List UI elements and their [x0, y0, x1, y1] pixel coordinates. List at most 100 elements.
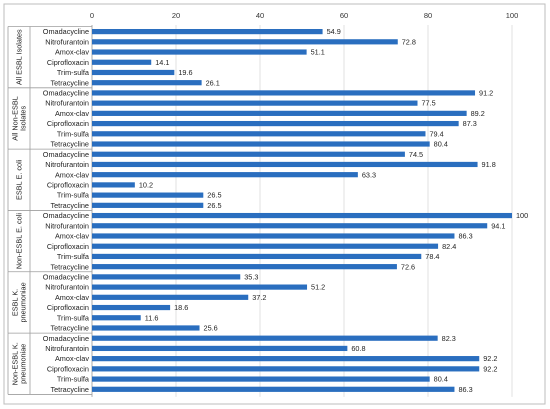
x-tick-label-100: 100 [506, 11, 519, 20]
category-label: Nitrofurantoin [45, 283, 89, 292]
data-label: 25.6 [204, 324, 218, 333]
bar-amox-clav [92, 110, 467, 116]
x-tick-label-60: 60 [340, 11, 348, 20]
category-label: Amox-clav [55, 170, 89, 179]
bar-amox-clav [92, 49, 307, 55]
data-label: 82.3 [442, 334, 456, 343]
category-label: Ciprofloxacin [47, 58, 89, 67]
category-label: Ciprofloxacin [47, 119, 89, 128]
category-label: Omadacycline [43, 27, 89, 36]
category-label: Tetracycline [50, 140, 89, 149]
bar-omadacycline [92, 151, 405, 157]
bar-trim-sulfa [92, 376, 430, 382]
category-label: Tetracycline [50, 201, 89, 210]
bar-tetracycline [92, 325, 200, 331]
x-tick-label-0: 0 [90, 11, 94, 20]
bar-ciprofloxacin [92, 182, 135, 188]
bar-nitrofurantoin [92, 345, 348, 352]
bar-nitrofurantoin [92, 284, 308, 290]
x-tick-label-80: 80 [424, 11, 432, 20]
group-label: ESBL K. [11, 289, 20, 316]
category-label: Amox-clav [55, 354, 89, 363]
data-label: 26.1 [206, 78, 220, 87]
data-label: 63.3 [362, 170, 376, 179]
data-label: 10.2 [139, 181, 153, 190]
bar-nitrofurantoin [92, 161, 478, 168]
data-label: 82.4 [442, 242, 456, 251]
data-label: 37.2 [252, 293, 266, 302]
x-tick-label-20: 20 [172, 11, 180, 20]
data-label: 72.8 [402, 37, 416, 46]
category-label: Amox-clav [55, 293, 89, 302]
group-label: Isolates [19, 106, 28, 131]
group-label: pneumoniae [19, 344, 28, 384]
bar-ciprofloxacin [92, 243, 439, 249]
bar-tetracycline [92, 141, 430, 147]
data-label: 92.2 [483, 354, 497, 363]
data-label: 87.3 [463, 119, 477, 128]
group-label: pneumoniae [19, 282, 28, 322]
bar-ciprofloxacin [92, 120, 459, 127]
category-label: Amox-clav [55, 232, 89, 241]
bar-trim-sulfa [92, 192, 204, 198]
bar-omadacycline [92, 29, 323, 35]
bar-tetracycline [92, 80, 202, 86]
data-label: 80.4 [434, 375, 448, 384]
bar-amox-clav [92, 294, 249, 300]
bar-amox-clav [92, 356, 480, 362]
category-label: Nitrofurantoin [45, 99, 89, 108]
bar-omadacycline [92, 90, 476, 96]
data-label: 94.1 [491, 221, 505, 230]
data-label: 100 [516, 211, 528, 220]
bar-nitrofurantoin [92, 223, 488, 229]
category-label: Trim-sulfa [57, 68, 90, 77]
category-label: Ciprofloxacin [47, 181, 89, 190]
data-label: 77.5 [422, 99, 436, 108]
data-label: 89.2 [471, 109, 485, 118]
category-label: Ciprofloxacin [47, 364, 89, 373]
data-label: 86.3 [458, 385, 472, 394]
data-label: 26.5 [207, 191, 221, 200]
x-tick-label-40: 40 [256, 11, 264, 20]
data-label: 54.9 [327, 27, 341, 36]
data-label: 92.2 [483, 364, 497, 373]
bar-omadacycline [92, 335, 438, 341]
data-label: 80.4 [434, 140, 448, 149]
bar-amox-clav [92, 233, 455, 239]
category-label: Trim-sulfa [57, 191, 90, 200]
group-label: All ESBL Isolates [15, 29, 24, 85]
category-label: Amox-clav [55, 109, 89, 118]
data-label: 91.8 [482, 160, 496, 169]
data-label: 74.5 [409, 150, 423, 159]
group-label: Non-ESBL K. [11, 342, 20, 385]
bar-omadacycline [92, 274, 241, 280]
bar-ciprofloxacin [92, 366, 480, 372]
bar-ciprofloxacin [92, 59, 152, 65]
bar-tetracycline [92, 264, 397, 270]
data-label: 35.3 [244, 272, 258, 281]
category-label: Tetracycline [50, 262, 89, 271]
data-label: 78.4 [425, 252, 439, 261]
data-label: 86.3 [458, 232, 472, 241]
data-label: 60.8 [351, 344, 365, 353]
category-label: Ciprofloxacin [47, 303, 89, 312]
category-label: Omadacycline [43, 334, 89, 343]
category-label: Nitrofurantoin [45, 37, 89, 46]
category-label: Tetracycline [50, 324, 89, 333]
group-label: All Non-ESBL [11, 96, 20, 141]
bar-amox-clav [92, 172, 358, 178]
category-label: Omadacycline [43, 272, 89, 281]
data-label: 79.4 [429, 129, 443, 138]
category-label: Trim-sulfa [57, 252, 90, 261]
bar-trim-sulfa [92, 131, 426, 137]
bar-ciprofloxacin [92, 304, 171, 311]
category-label: Nitrofurantoin [45, 344, 89, 353]
category-label: Trim-sulfa [57, 129, 90, 138]
category-label: Omadacycline [43, 150, 89, 159]
data-label: 91.2 [479, 89, 493, 98]
group-label: ESBL E. coli [15, 159, 24, 200]
category-label: Nitrofurantoin [45, 221, 89, 230]
bar-nitrofurantoin [92, 100, 418, 106]
bar-trim-sulfa [92, 253, 422, 260]
